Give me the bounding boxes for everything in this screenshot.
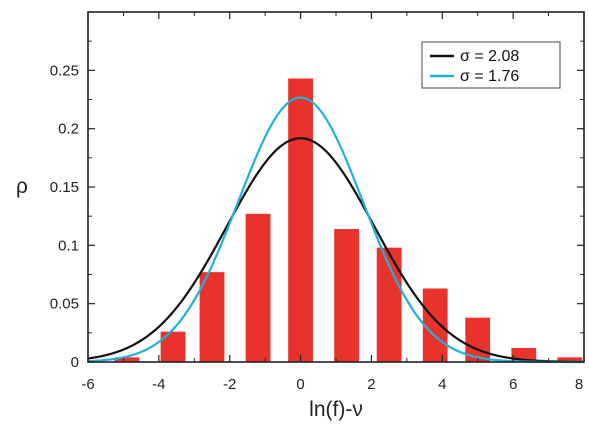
y-tick-labels: 0 0.05 0.1 0.15 0.2 0.25 [50, 62, 79, 371]
x-tick-label: 0 [296, 376, 304, 393]
series-line-1 [87, 96, 584, 364]
x-tick-label: -4 [152, 376, 165, 393]
gaussian-curves [87, 96, 585, 364]
x-tick-label: 2 [367, 376, 375, 393]
y-tick-label: 0.1 [58, 237, 79, 254]
x-axis-label: ln(f)-ν [309, 398, 363, 421]
x-tick-label: 4 [438, 376, 446, 393]
bar [160, 331, 186, 362]
histogram-bars [114, 78, 583, 362]
bar [114, 357, 140, 362]
y-tick-label: 0.15 [50, 179, 79, 196]
y-tick-label: 0.25 [50, 62, 79, 79]
x-tick-label: -2 [223, 376, 236, 393]
x-tick-labels: -6 -4 -2 0 2 4 6 8 [81, 376, 583, 393]
y-tick-label: 0.2 [58, 121, 79, 138]
legend-label-series-1: σ = 1.76 [460, 68, 519, 85]
y-axis-label: ρ [16, 175, 28, 198]
y-tick-label: 0.05 [50, 296, 79, 313]
bar [422, 288, 448, 362]
bar [288, 78, 313, 362]
bar [334, 229, 360, 362]
legend-box [421, 41, 561, 89]
series-line-0 [87, 137, 585, 363]
bar [245, 213, 271, 362]
x-tick-label: 8 [575, 376, 583, 393]
bar [557, 357, 583, 362]
legend: σ = 2.08 σ = 1.76 [421, 41, 561, 89]
x-tick-label: 6 [509, 376, 517, 393]
bar [199, 272, 225, 362]
y-tick-label: 0 [71, 354, 79, 371]
x-tick-label: -6 [81, 376, 94, 393]
legend-label-series-0: σ = 2.08 [460, 48, 519, 65]
axis-ticks [87, 12, 585, 363]
